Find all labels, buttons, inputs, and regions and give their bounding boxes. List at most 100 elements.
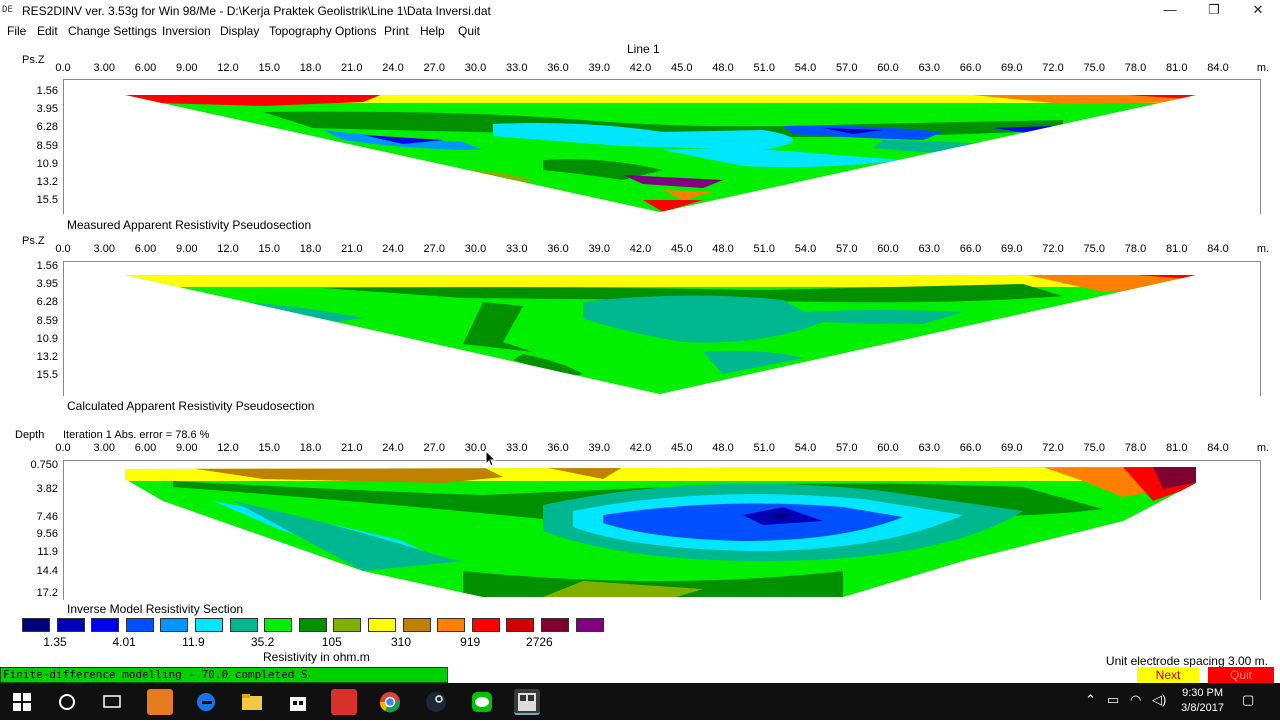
x-tick-label: 48.0 <box>712 62 734 74</box>
x-unit-label: m. <box>1256 243 1270 255</box>
legend-swatch <box>506 618 535 632</box>
x-tick-label: 75.0 <box>1083 62 1105 74</box>
wifi-icon[interactable]: ◠ <box>1130 692 1142 707</box>
x-unit-label: m. <box>1256 62 1270 74</box>
x-tick-label: 39.0 <box>588 442 610 454</box>
quit-button[interactable]: Quit <box>1208 667 1274 683</box>
gift-app-icon[interactable] <box>331 689 357 715</box>
steam-icon[interactable] <box>423 689 449 715</box>
depth-tick-label: 10.9 <box>36 157 58 170</box>
menu-topography-options[interactable]: Topography Options <box>269 24 377 38</box>
x-tick-label: 81.0 <box>1166 243 1188 255</box>
legend-swatch <box>298 618 327 632</box>
restore-button[interactable]: ❐ <box>1208 2 1220 17</box>
x-tick-label: 24.0 <box>382 62 404 74</box>
x-tick-label: 39.0 <box>588 243 610 255</box>
windows-start-icon[interactable] <box>9 689 35 715</box>
menu-file[interactable]: File <box>7 24 27 38</box>
legend-swatch <box>229 618 258 632</box>
legend-swatch <box>575 618 604 632</box>
depth-tick-label: 9.56 <box>36 528 58 540</box>
volume-icon[interactable]: ◁) <box>1152 692 1167 707</box>
x-tick-label: 3.00 <box>93 243 115 255</box>
x-tick-label: 45.0 <box>671 442 693 454</box>
x-tick-label: 60.0 <box>877 442 899 454</box>
depth-tick-label: 8.59 <box>36 139 58 152</box>
depth-tick-label: 0.750 <box>30 459 58 471</box>
line-title: Line 1 <box>627 42 660 56</box>
x-tick-label: 15.0 <box>258 442 280 454</box>
depth-tick-label: 17.2 <box>36 587 58 599</box>
depth-tick-label: 7.46 <box>36 511 58 523</box>
iteration-error: Iteration 1 Abs. error = 78.6 % <box>63 429 210 441</box>
menu-display[interactable]: Display <box>220 24 260 38</box>
x-tick-label: 27.0 <box>423 62 445 74</box>
menu-print[interactable]: Print <box>384 24 409 38</box>
legend-swatch <box>333 618 362 632</box>
x-tick-label: 75.0 <box>1083 442 1105 454</box>
taskbar: ⌃ ▭ ◠ ◁) 9:30 PM 3/8/2017 ▢ <box>0 683 1280 720</box>
store-icon[interactable] <box>285 689 311 715</box>
model-top-axis <box>63 460 1260 461</box>
search-icon[interactable] <box>54 689 80 715</box>
tray-up-arrow-icon[interactable]: ⌃ <box>1085 692 1096 707</box>
x-tick-label: 33.0 <box>506 62 528 74</box>
minimize-button[interactable]: — <box>1163 2 1177 17</box>
calculated-title: Calculated Apparent Resistivity Pseudose… <box>67 399 315 413</box>
line-app-icon[interactable] <box>469 689 495 715</box>
x-tick-label: 60.0 <box>877 243 899 255</box>
x-tick-label: 9.00 <box>176 243 198 255</box>
x-tick-label: 54.0 <box>794 62 817 74</box>
x-tick-label: 66.0 <box>959 243 982 255</box>
progress-bar: Finite-difference modelling - 70.0 compl… <box>0 667 448 683</box>
file-explorer-icon[interactable] <box>239 689 265 715</box>
close-button[interactable]: ✕ <box>1252 2 1264 17</box>
x-tick-label: 84.0 <box>1207 442 1229 454</box>
x-tick-label: 66.0 <box>959 62 982 74</box>
x-tick-label: 60.0 <box>877 62 899 74</box>
calculated-left-axis <box>63 261 64 396</box>
x-tick-label: 63.0 <box>918 62 940 74</box>
mouse-cursor <box>485 450 497 467</box>
legend-swatch <box>368 618 396 632</box>
x-tick-label: 84.0 <box>1207 62 1229 74</box>
x-tick-label: 21.0 <box>341 442 363 454</box>
model-resistivity-plot <box>125 467 1196 597</box>
menu-help[interactable]: Help <box>420 24 445 38</box>
x-tick-label: 78.0 <box>1124 62 1147 74</box>
next-button[interactable]: Next <box>1137 667 1199 683</box>
battery-icon[interactable]: ▭ <box>1107 692 1120 707</box>
depth-tick-label: 11.9 <box>37 546 58 558</box>
chrome-icon[interactable] <box>377 689 403 715</box>
legend-swatch <box>160 618 189 632</box>
legend-value: 310 <box>390 635 412 649</box>
task-view-icon[interactable] <box>99 689 125 715</box>
x-tick-label: 30.0 <box>464 243 487 255</box>
legend-value: 1.35 <box>43 635 67 649</box>
clock[interactable]: 9:30 PM 3/8/2017 <box>1181 686 1224 716</box>
menu-quit[interactable]: Quit <box>458 24 481 38</box>
x-tick-label: 75.0 <box>1083 243 1105 255</box>
x-tick-label: 36.0 <box>547 442 569 454</box>
legend-value: 2726 <box>526 635 553 649</box>
window-title: RES2DINV ver. 3.53g for Win 98/Me - D:\K… <box>22 4 491 18</box>
calculated-pseudosection-plot <box>125 275 1196 394</box>
x-tick-label: 18.0 <box>299 62 322 74</box>
notification-icon[interactable]: ▢ <box>1242 692 1255 707</box>
x-tick-label: 78.0 <box>1124 243 1147 255</box>
x-tick-label: 48.0 <box>712 243 734 255</box>
x-tick-label: 36.0 <box>547 243 569 255</box>
x-tick-label: 69.0 <box>1001 62 1023 74</box>
measured-left-axis <box>63 79 64 214</box>
x-tick-label: 24.0 <box>382 442 404 454</box>
x-tick-label: 27.0 <box>423 243 445 255</box>
menu-change-settings[interactable]: Change Settings <box>68 24 157 38</box>
res2dinv-taskbar-icon[interactable] <box>514 689 540 715</box>
x-tick-label: 15.0 <box>258 62 280 74</box>
edge-browser-icon[interactable] <box>193 689 219 715</box>
menu-edit[interactable]: Edit <box>37 24 58 38</box>
app-shortcut-icon[interactable] <box>147 689 173 715</box>
x-tick-label: 45.0 <box>671 62 693 74</box>
menu-inversion[interactable]: Inversion <box>162 24 211 38</box>
depth-tick-label: 15.5 <box>36 369 58 382</box>
